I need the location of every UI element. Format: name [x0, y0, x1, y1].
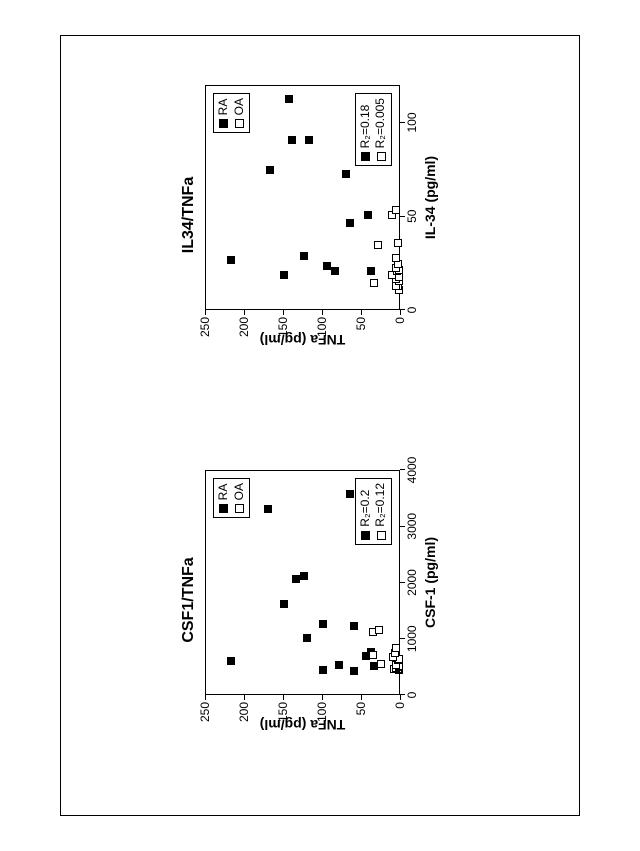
r2-label: R₂=0.12	[373, 483, 389, 527]
r2-marker	[377, 152, 386, 161]
data-point	[300, 572, 308, 580]
r2-label: R₂=0.005	[373, 98, 389, 148]
data-point	[303, 634, 311, 642]
data-point	[394, 239, 402, 247]
data-point	[346, 219, 354, 227]
y-tick	[322, 695, 323, 700]
data-point	[369, 651, 377, 659]
legend-marker	[235, 119, 244, 128]
chart-il34: IL34/TNFa 050100050100150200250IL-34 (pg…	[180, 65, 460, 365]
r2-label: R₂=0.2	[358, 490, 374, 527]
y-tick	[205, 310, 206, 315]
y-tick	[400, 310, 401, 315]
y-tick-label: 0	[393, 317, 407, 324]
r2-item: R₂=0.005	[373, 98, 389, 161]
legend-label: OA	[232, 98, 248, 115]
x-tick-label: 4000	[405, 457, 419, 484]
data-point	[370, 279, 378, 287]
r2-box-il34: R₂=0.18R₂=0.005	[355, 93, 392, 166]
data-point	[375, 626, 383, 634]
x-tick-label: 3000	[405, 513, 419, 540]
r2-item: R₂=0.18	[358, 98, 374, 161]
data-point	[331, 268, 339, 276]
x-tick-label: 2000	[405, 569, 419, 596]
data-point	[227, 657, 235, 665]
data-point	[323, 262, 331, 270]
legend-il34: RAOA	[213, 93, 250, 133]
y-tick	[361, 310, 362, 315]
y-tick	[205, 695, 206, 700]
panel-il34: IL34/TNFa 050100050100150200250IL-34 (pg…	[180, 65, 460, 365]
x-tick-label: 1000	[405, 625, 419, 652]
y-tick	[400, 695, 401, 700]
y-tick	[244, 310, 245, 315]
data-point	[280, 271, 288, 279]
legend-label: OA	[232, 483, 248, 500]
data-point	[292, 575, 300, 583]
y-tick	[283, 310, 284, 315]
chart-title-il34: IL34/TNFa	[180, 65, 198, 365]
legend-csf1: RAOA	[213, 478, 250, 518]
r2-marker	[361, 152, 370, 161]
r2-marker	[361, 531, 370, 540]
x-axis-label-csf1: CSF-1 (pg/ml)	[422, 470, 438, 695]
r2-marker	[377, 531, 386, 540]
chart-title-csf1: CSF1/TNFa	[180, 450, 198, 750]
data-point	[367, 268, 375, 276]
r2-item: R₂=0.12	[373, 483, 389, 540]
y-axis-label-csf1: TNFa (pg/ml)	[205, 717, 400, 733]
x-tick-label: 0	[405, 692, 419, 699]
data-point	[227, 256, 235, 264]
legend-item: OA	[232, 483, 248, 513]
data-point	[319, 620, 327, 628]
data-point	[350, 623, 358, 631]
data-point	[300, 253, 308, 261]
data-point	[374, 241, 382, 249]
y-tick	[244, 695, 245, 700]
data-point	[285, 95, 293, 103]
data-point	[346, 490, 354, 498]
legend-marker	[219, 504, 228, 513]
r2-label: R₂=0.18	[358, 105, 374, 149]
data-point	[335, 661, 343, 669]
x-axis-label-il34: IL-34 (pg/ml)	[422, 85, 438, 310]
data-point	[319, 666, 327, 674]
r2-box-csf1: R₂=0.2R₂=0.12	[355, 478, 392, 545]
chart-csf1: CSF1/TNFa 010002000300040000501001502002…	[180, 450, 460, 750]
legend-item: RA	[216, 483, 232, 513]
y-tick	[283, 695, 284, 700]
panel-csf1: CSF1/TNFa 010002000300040000501001502002…	[180, 450, 460, 750]
data-point	[392, 644, 400, 652]
legend-item: OA	[232, 98, 248, 128]
y-axis-label-il34: TNFa (pg/ml)	[205, 332, 400, 348]
y-tick	[322, 310, 323, 315]
data-point	[342, 170, 350, 178]
data-point	[392, 206, 400, 214]
data-point	[364, 211, 372, 219]
y-tick-label: 50	[354, 317, 368, 330]
x-tick-label: 0	[405, 307, 419, 314]
legend-item: RA	[216, 98, 232, 128]
data-point	[280, 600, 288, 608]
data-point	[305, 136, 313, 144]
y-tick-label: 0	[393, 702, 407, 709]
page: CSF1/TNFa 010002000300040000501001502002…	[0, 0, 640, 851]
x-tick-label: 100	[405, 112, 419, 132]
legend-marker	[235, 504, 244, 513]
legend-label: RA	[216, 99, 232, 116]
data-point	[392, 254, 400, 262]
r2-item: R₂=0.2	[358, 483, 374, 540]
data-point	[350, 668, 358, 676]
y-tick-label: 50	[354, 702, 368, 715]
data-point	[266, 166, 274, 174]
x-tick-label: 50	[405, 210, 419, 223]
y-tick	[361, 695, 362, 700]
data-point	[264, 506, 272, 514]
data-point	[288, 136, 296, 144]
legend-label: RA	[216, 484, 232, 501]
data-point	[377, 660, 385, 668]
legend-marker	[219, 119, 228, 128]
